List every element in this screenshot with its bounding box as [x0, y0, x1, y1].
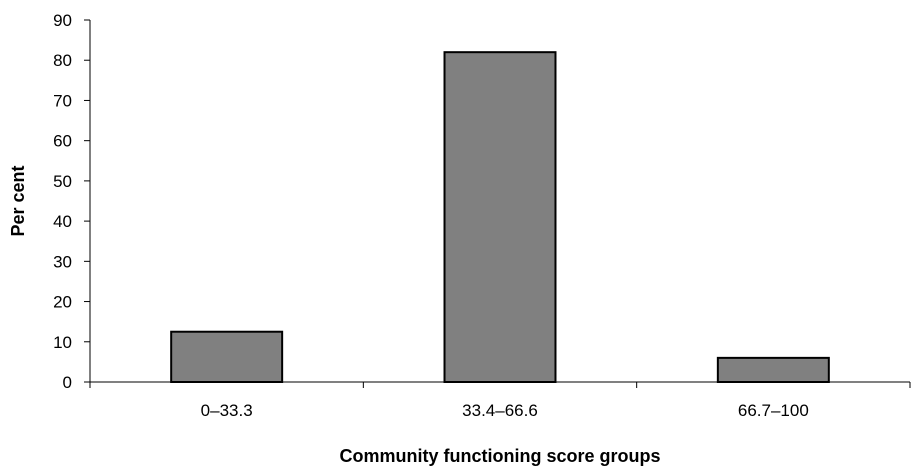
y-tick-label-9: 90: [53, 11, 72, 30]
y-tick-label-7: 70: [53, 91, 72, 110]
bars-layer: [170, 51, 830, 384]
x-axis-title: Community functioning score groups: [339, 446, 660, 466]
bar-1: [443, 51, 557, 384]
x-tick-label-0: 0–33.3: [201, 401, 253, 420]
y-tick-label-5: 50: [53, 172, 72, 191]
y-tick-label-4: 40: [53, 212, 72, 231]
y-tick-label-1: 10: [53, 333, 72, 352]
axes-layer: [84, 19, 911, 388]
y-axis-title: Per cent: [8, 165, 28, 236]
x-tick-label-2: 66.7–100: [738, 401, 809, 420]
y-tick-label-8: 80: [53, 51, 72, 70]
y-tick-label-0: 0: [63, 373, 72, 392]
y-tick-label-6: 60: [53, 132, 72, 151]
x-tick-label-1: 33.4–66.6: [462, 401, 538, 420]
labels-layer: 0 10 20 30 40 50 60 70 80 90 0–33.3 33.4–66.6 66.7–1…: [53, 11, 809, 420]
bar-0: [170, 330, 284, 384]
bar-2: [716, 356, 830, 384]
y-tick-label-3: 30: [53, 252, 72, 271]
y-tick-label-2: 20: [53, 293, 72, 312]
